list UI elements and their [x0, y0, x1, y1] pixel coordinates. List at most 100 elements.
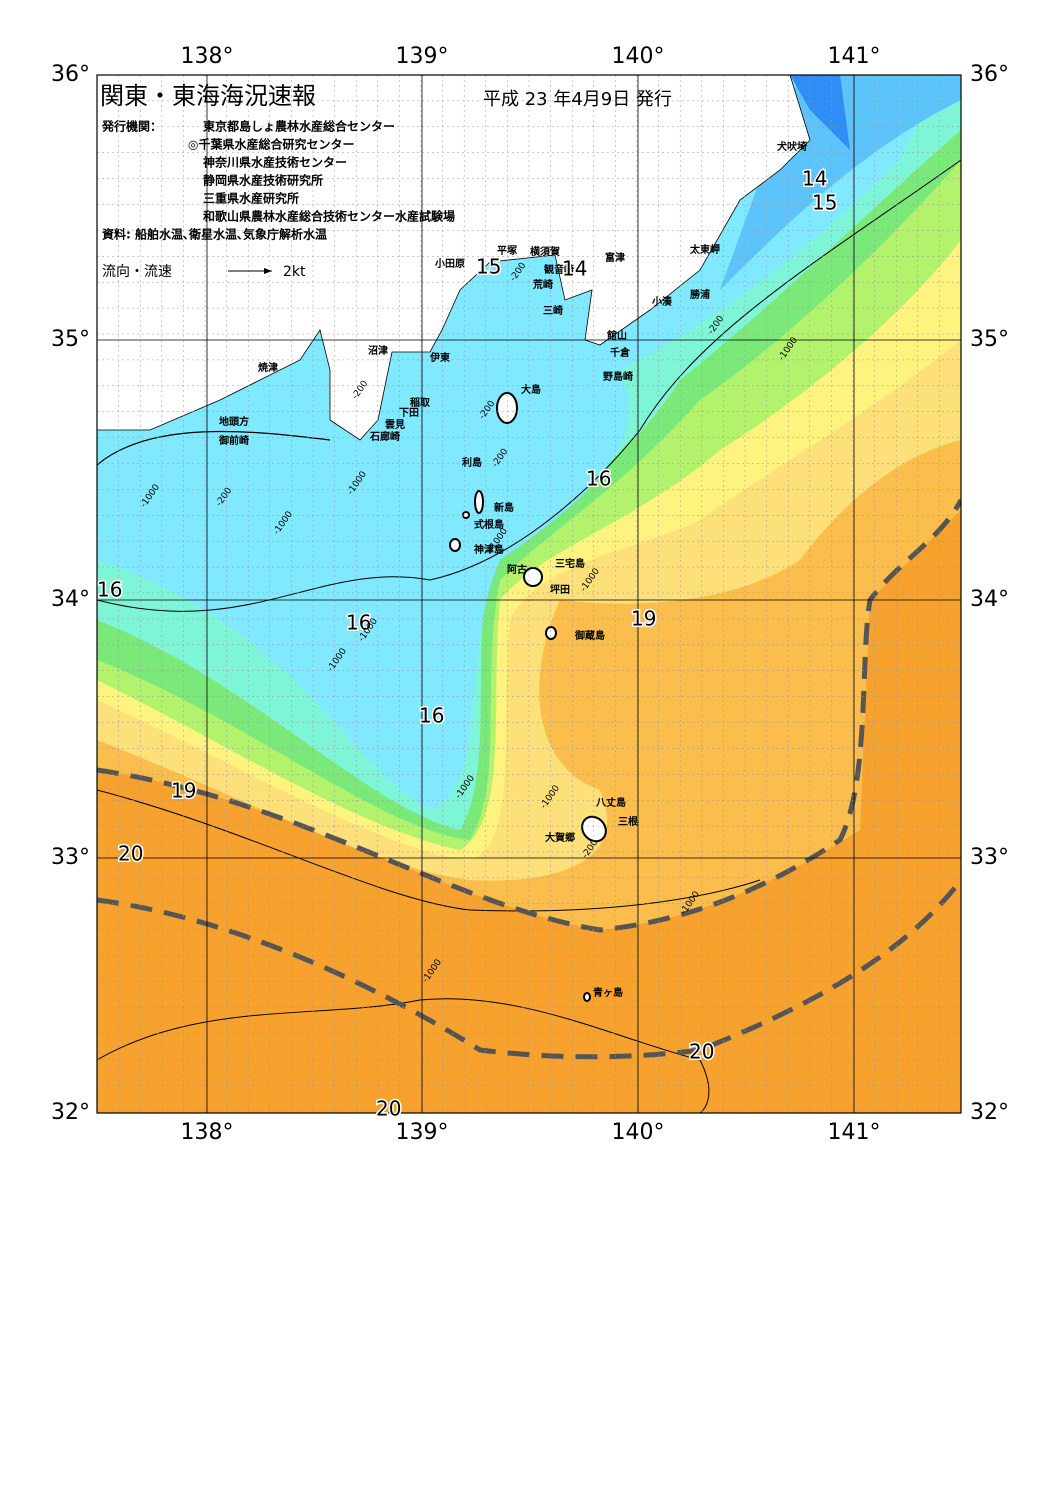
island: [462, 511, 470, 519]
longitude-label: 138°: [181, 1120, 234, 1145]
issuer: 東京都島しょ農林水産総合センター: [203, 119, 395, 134]
place-name: 焼津: [258, 361, 278, 374]
issuer: 三重県水産研究所: [203, 191, 299, 206]
place-name: 青ヶ島: [593, 986, 623, 999]
longitude-label: 138°: [181, 44, 234, 69]
longitude-label: 141°: [828, 44, 881, 69]
place-name: 地頭方: [219, 415, 249, 428]
issuer: 神奈川県水産技術センター: [203, 155, 347, 170]
band-13: [790, 75, 850, 150]
latitude-label: 32°: [970, 1100, 1009, 1125]
isotherm-label: 19: [171, 779, 196, 803]
isotherm-label: 15: [476, 255, 501, 279]
place-name: 勝浦: [690, 288, 710, 301]
isotherm-label: 19: [631, 607, 656, 631]
issuer: 和歌山県農林水産総合技術センター水産試験場: [202, 209, 455, 224]
latitude-label: 34°: [51, 587, 90, 612]
place-name: 沼津: [368, 344, 388, 357]
isotherm-label: 16: [97, 578, 122, 602]
place-name: 大島: [521, 383, 541, 396]
place-name: 八丈島: [595, 796, 626, 809]
place-name: 下田: [399, 407, 419, 419]
longitude-label: 139°: [396, 44, 449, 69]
isotherm-label: 15: [812, 191, 837, 215]
place-name: 神津島: [474, 543, 504, 556]
place-name: 三崎: [543, 304, 563, 317]
place-name: 野島崎: [603, 370, 633, 383]
isotherm: [97, 789, 761, 912]
latitude-label: 32°: [51, 1100, 90, 1125]
place-name: 御前崎: [218, 434, 249, 447]
island: [581, 815, 607, 843]
isotherm-label: 16: [586, 467, 611, 491]
place-name: 犬吠埼: [777, 140, 807, 153]
issuers-label: 発行機関：: [101, 119, 162, 134]
island: [545, 626, 557, 640]
island: [474, 490, 484, 514]
place-name: 坪田: [550, 583, 570, 596]
isotherm-label: 16: [419, 704, 444, 728]
place-name: 三根: [618, 815, 638, 828]
source: 資料: 船舶水温､衛星水温､気象庁解析水温: [102, 227, 327, 242]
island: [449, 538, 461, 552]
legend-arrowhead: [264, 268, 272, 274]
map-frame: [96, 74, 962, 1114]
issue-date: 平成 23 年4月9日 発行: [483, 89, 672, 110]
temperature-field: [97, 75, 961, 1113]
place-name: 荒崎: [532, 278, 553, 291]
latitude-label: 35°: [51, 327, 90, 352]
island: [496, 392, 518, 424]
isotherm-label: 20: [689, 1040, 714, 1064]
latitude-label: 36°: [51, 62, 90, 87]
latitude-label: 35°: [970, 327, 1009, 352]
isotherm-label: 20: [376, 1097, 401, 1121]
place-name: 伊東: [429, 351, 450, 364]
place-name: 小田原: [434, 257, 465, 270]
islands: [449, 392, 607, 1002]
isotherm-label: 16: [346, 611, 371, 635]
isotherm-label: 14: [802, 167, 827, 191]
issuer: 静岡県水産技術研究所: [203, 173, 323, 188]
isotherm-label: 14: [562, 257, 587, 281]
longitude-label: 140°: [612, 1120, 665, 1145]
place-name: 富津: [605, 251, 625, 264]
place-name: 稲取: [410, 396, 431, 409]
latitude-label: 34°: [970, 587, 1009, 612]
title: 関東・東海海況速報: [100, 82, 316, 110]
place-name: 大賀郷: [545, 831, 575, 844]
place-name: 利島: [462, 456, 482, 469]
island: [523, 567, 543, 587]
issuer: ◎千葉県水産総合研究センター: [188, 137, 354, 152]
longitude-label: 141°: [828, 1120, 881, 1145]
place-name: 式根島: [474, 518, 504, 531]
place-name: 平塚: [497, 244, 517, 257]
place-name: 太東岬: [689, 243, 720, 256]
place-name: 千倉: [610, 346, 631, 359]
latitude-label: 33°: [970, 845, 1009, 870]
isotherm: [97, 430, 331, 466]
legend-scale: 2kt: [283, 264, 306, 280]
latitude-label: 36°: [970, 62, 1009, 87]
current-axis: [97, 498, 961, 933]
place-name: 三宅島: [555, 557, 585, 570]
current-axis: [97, 878, 961, 1060]
place-name: 阿古: [507, 563, 527, 576]
longitude-label: 139°: [396, 1120, 449, 1145]
isotherm: [97, 998, 710, 1113]
land: [97, 75, 811, 441]
place-name: 小湊: [651, 295, 673, 308]
graticule: [97, 75, 961, 1113]
place-name: 観音崎: [544, 263, 574, 276]
place-name: 雲見: [385, 419, 405, 431]
place-name: 館山: [606, 329, 627, 342]
isotherm-label: 20: [118, 842, 143, 866]
latitude-label: 33°: [51, 845, 90, 870]
longitude-label: 140°: [612, 44, 665, 69]
place-name: 石廊崎: [369, 430, 400, 443]
place-name: 横須賀: [530, 245, 560, 258]
place-name: 御蔵島: [574, 629, 605, 642]
isotherm: [97, 159, 961, 612]
place-name: 新島: [494, 501, 514, 514]
legend-label: 流向・流速: [102, 264, 172, 280]
